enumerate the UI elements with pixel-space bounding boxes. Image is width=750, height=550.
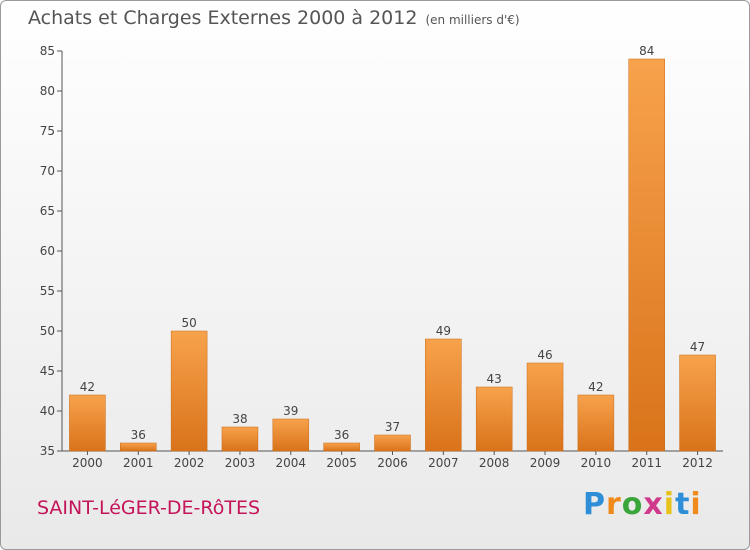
data-label-2000: 42 <box>80 380 95 394</box>
x-tick-label-2003: 2003 <box>225 456 256 470</box>
data-label-2001: 36 <box>131 428 146 442</box>
chart-labels: 42 36 50 38 39 36 37 49 43 46 42 84 47 <box>80 44 705 442</box>
chart-bars <box>69 58 716 452</box>
x-tick-label-2009: 2009 <box>530 456 561 470</box>
data-label-2005: 36 <box>334 428 349 442</box>
data-label-2006: 37 <box>385 420 400 434</box>
y-tick-label: 65 <box>40 204 55 218</box>
proxiti-logo: Proxiti <box>583 487 702 522</box>
x-tick-label-2001: 2001 <box>123 456 154 470</box>
bar-2010 <box>577 394 615 452</box>
x-tick-label-2012: 2012 <box>682 456 713 470</box>
x-tick-label-2008: 2008 <box>479 456 510 470</box>
y-tick-label: 55 <box>40 284 55 298</box>
data-label-2008: 43 <box>487 372 502 386</box>
bar-2008 <box>475 386 513 452</box>
x-tick-label-2000: 2000 <box>72 456 103 470</box>
x-tick-label-2006: 2006 <box>377 456 408 470</box>
x-tick-label-2004: 2004 <box>276 456 307 470</box>
y-tick-label: 35 <box>40 444 55 458</box>
bar-2002 <box>170 330 208 452</box>
bar-2011 <box>628 58 665 452</box>
data-label-2007: 49 <box>436 324 451 338</box>
y-tick-label: 40 <box>40 404 55 418</box>
x-tick-label-2010: 2010 <box>581 456 612 470</box>
data-label-2004: 39 <box>283 404 298 418</box>
data-label-2009: 46 <box>537 348 552 362</box>
y-tick-label: 45 <box>40 364 55 378</box>
y-tick-label: 50 <box>40 324 55 338</box>
y-tick-label: 60 <box>40 244 55 258</box>
data-label-2002: 50 <box>181 316 196 330</box>
data-label-2010: 42 <box>588 380 603 394</box>
data-label-2011: 84 <box>639 44 654 58</box>
chart-title-text: Achats et Charges Externes 2000 à 2012 <box>28 7 418 29</box>
bar-2000 <box>69 394 106 452</box>
bar-2001 <box>120 442 157 452</box>
data-label-2012: 47 <box>690 340 705 354</box>
bar-2009 <box>526 362 564 452</box>
bar-2006 <box>374 434 411 452</box>
bar-2004 <box>272 418 310 452</box>
bar-2012 <box>679 354 716 452</box>
commune-name: SAINT-LéGER-DE-RôTES <box>37 497 261 519</box>
x-tick-label-2002: 2002 <box>174 456 205 470</box>
y-tick-label: 70 <box>40 164 55 178</box>
data-label-2003: 38 <box>232 412 247 426</box>
y-tick-label: 80 <box>40 84 55 98</box>
bar-2003 <box>221 426 259 452</box>
chart-subtitle: (en milliers d'€) <box>425 13 520 27</box>
y-tick-label: 75 <box>40 124 55 138</box>
x-tick-label-2005: 2005 <box>326 456 357 470</box>
x-tick-label-2011: 2011 <box>631 456 662 470</box>
chart-title: Achats et Charges Externes 2000 à 2012 (e… <box>28 7 520 29</box>
bar-2005 <box>323 442 360 452</box>
y-tick-label: 85 <box>40 44 55 58</box>
chart-axes: 35 40 45 50 55 60 65 70 75 80 85 2000 2001 2002 2003 20… <box>40 44 723 470</box>
x-tick-label-2007: 2007 <box>428 456 459 470</box>
bar-2007 <box>425 338 462 452</box>
